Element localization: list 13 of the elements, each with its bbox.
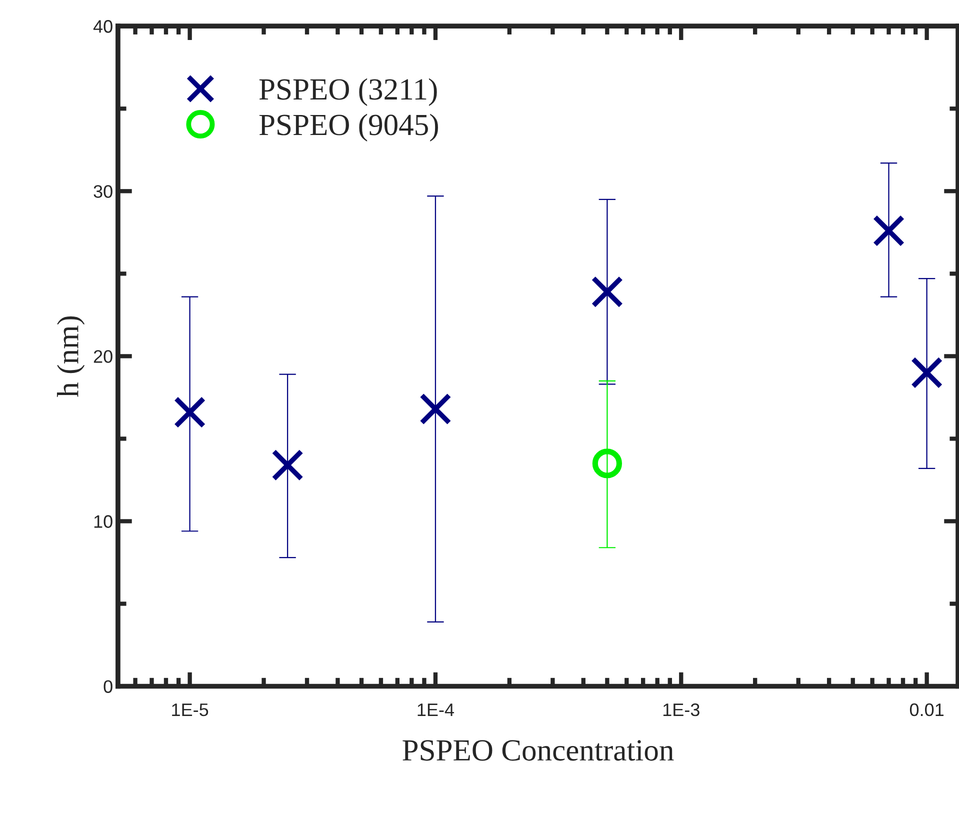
legend-label: PSPEO (9045) xyxy=(259,114,438,142)
y-tick-label: 30 xyxy=(94,185,112,198)
y-tick-label: 40 xyxy=(93,20,112,33)
legend-label: PSPEO (3211) xyxy=(259,78,437,106)
x-tick-label: 0.01 xyxy=(910,703,944,716)
y-axis-title: h (nm) xyxy=(56,316,85,398)
x-axis-title: PSPEO Concentration xyxy=(402,740,674,761)
x-tick-label: 1E-3 xyxy=(663,703,700,716)
y-tick-label: 0 xyxy=(104,680,112,693)
y-tick-label: 10 xyxy=(94,515,112,528)
y-tick-label: 20 xyxy=(94,350,112,363)
x-tick-label: 1E-5 xyxy=(172,704,208,716)
x-tick-label: 1E-4 xyxy=(418,704,454,716)
